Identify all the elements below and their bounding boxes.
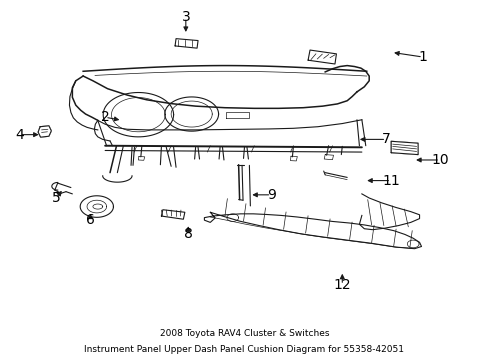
Text: 4: 4 bbox=[15, 128, 24, 141]
Text: 7: 7 bbox=[381, 132, 390, 147]
Text: 6: 6 bbox=[86, 213, 95, 227]
Text: 2008 Toyota RAV4 Cluster & Switches: 2008 Toyota RAV4 Cluster & Switches bbox=[160, 329, 328, 338]
Text: 3: 3 bbox=[181, 10, 190, 24]
Text: 2: 2 bbox=[101, 110, 109, 124]
Text: 8: 8 bbox=[183, 228, 192, 242]
Text: 11: 11 bbox=[382, 174, 399, 188]
Polygon shape bbox=[38, 126, 51, 137]
Polygon shape bbox=[390, 141, 417, 154]
Text: 12: 12 bbox=[333, 278, 350, 292]
Text: 1: 1 bbox=[418, 50, 427, 64]
Text: 9: 9 bbox=[266, 188, 275, 202]
Text: 5: 5 bbox=[52, 191, 61, 205]
Text: 10: 10 bbox=[430, 153, 448, 167]
Text: Instrument Panel Upper Dash Panel Cushion Diagram for 55358-42051: Instrument Panel Upper Dash Panel Cushio… bbox=[84, 345, 404, 354]
